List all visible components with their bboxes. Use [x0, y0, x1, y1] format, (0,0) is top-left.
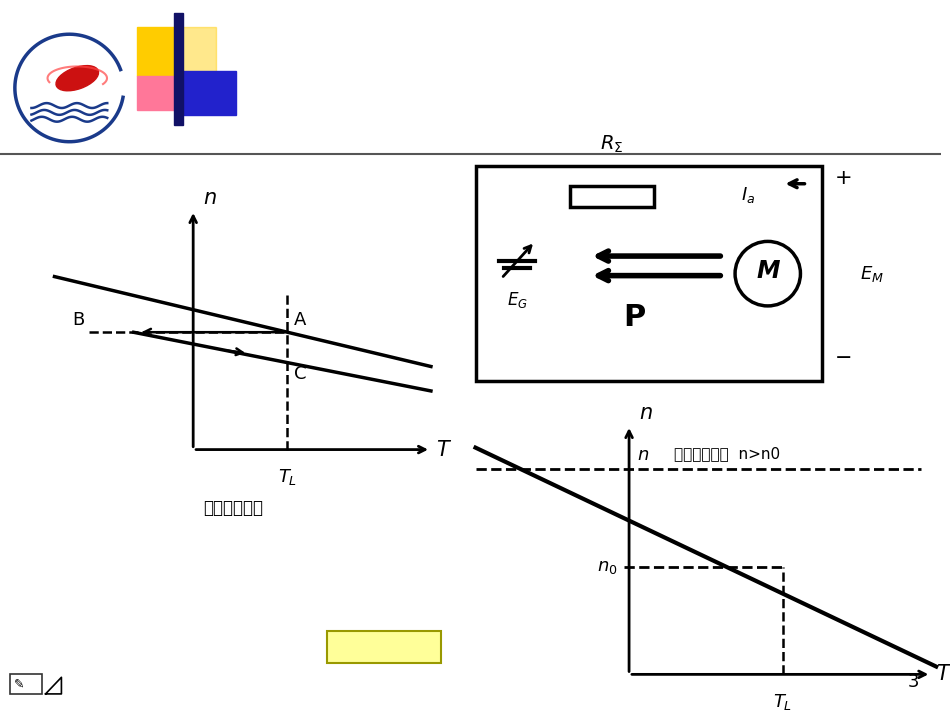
Text: $I_a$: $I_a$ [741, 185, 755, 205]
Bar [175, 13, 183, 125]
Text: B: B [72, 312, 85, 329]
Text: $E_G$: $E_G$ [506, 290, 527, 310]
Text: n: n [639, 403, 653, 424]
Text: n: n [637, 446, 648, 464]
Bar [137, 27, 181, 76]
Bar [181, 27, 216, 76]
Bar [181, 71, 236, 116]
Text: $R_{\Sigma}$: $R_{\Sigma}$ [599, 134, 623, 155]
Ellipse shape [56, 66, 99, 91]
Text: 电源电压突减: 电源电压突减 [202, 499, 263, 517]
Text: M: M [756, 259, 780, 283]
Text: C: C [294, 364, 307, 383]
Bar [476, 166, 823, 381]
Text: T: T [436, 440, 448, 460]
Text: ✎: ✎ [14, 677, 25, 691]
Bar [137, 76, 181, 111]
Text: Goback: Goback [335, 635, 433, 659]
Text: 位能性负载使  n>n0: 位能性负载使 n>n0 [674, 446, 780, 461]
Bar [570, 185, 654, 207]
Text: 3: 3 [907, 673, 920, 691]
Text: A: A [294, 312, 307, 329]
Text: +: + [835, 168, 853, 188]
Ellipse shape [735, 242, 801, 306]
Bar [327, 632, 441, 662]
Bar [10, 674, 42, 694]
Text: $T_L$: $T_L$ [277, 467, 297, 487]
Text: P: P [623, 303, 645, 332]
Text: $T_L$: $T_L$ [773, 692, 792, 712]
Text: $n_0$: $n_0$ [597, 558, 618, 576]
Text: −: − [835, 347, 853, 368]
Text: n: n [203, 188, 217, 208]
Text: $E_M$: $E_M$ [860, 264, 884, 284]
Text: T: T [936, 665, 949, 684]
